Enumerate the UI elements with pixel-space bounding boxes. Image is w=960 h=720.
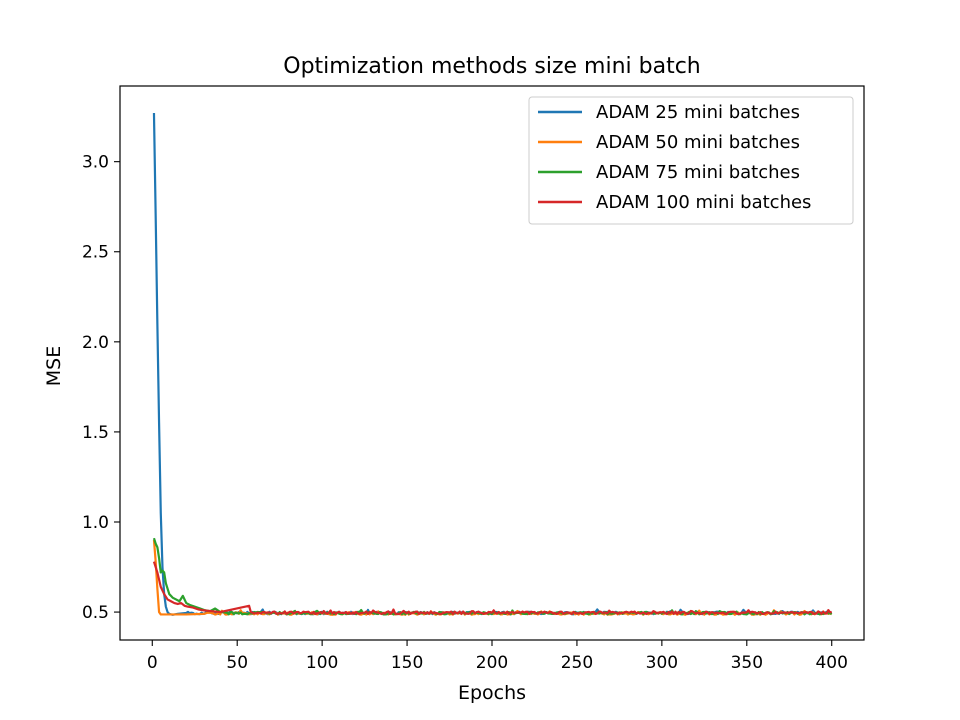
- y-tick-label: 1.0: [82, 513, 109, 533]
- x-tick-label: 200: [476, 653, 508, 673]
- legend: ADAM 25 mini batches ADAM 50 mini batches…: [528, 96, 854, 225]
- legend-items: ADAM 25 mini batches ADAM 50 mini batches…: [538, 102, 811, 213]
- x-tick-label: 350: [731, 653, 763, 673]
- x-tick-label: 50: [226, 653, 248, 673]
- y-tick-label: 1.5: [82, 423, 109, 443]
- legend-label-1: ADAM 25 mini batches: [596, 102, 800, 123]
- legend-label-3: ADAM 75 mini batches: [596, 162, 800, 183]
- y-tick-label: 0.5: [82, 603, 109, 623]
- x-tick-label: 150: [391, 653, 423, 673]
- y-axis-label: MSE: [43, 346, 65, 386]
- legend-frame: [528, 96, 854, 225]
- y-tick-label: 2.5: [82, 243, 109, 263]
- chart-title: Optimization methods size mini batch: [283, 54, 701, 79]
- x-tick-label: 100: [306, 653, 338, 673]
- x-tick-label: 250: [561, 653, 593, 673]
- legend-label-2: ADAM 50 mini batches: [596, 132, 800, 153]
- y-tick-label: 3.0: [82, 153, 109, 173]
- y-axis: 0.5 1.0 1.5 2.0 2.5 3.0: [82, 153, 120, 623]
- legend-label-4: ADAM 100 mini batches: [596, 192, 811, 213]
- series-line-4: [152, 561, 832, 616]
- x-axis: 0 50 100 150 200 250 300 350 400: [147, 640, 848, 673]
- x-axis-label: Epochs: [458, 682, 526, 704]
- x-tick-label: 0: [147, 653, 158, 673]
- x-tick-label: 400: [815, 653, 847, 673]
- y-tick-label: 2.0: [82, 333, 109, 353]
- x-tick-label: 300: [646, 653, 678, 673]
- series-layer: [152, 113, 833, 616]
